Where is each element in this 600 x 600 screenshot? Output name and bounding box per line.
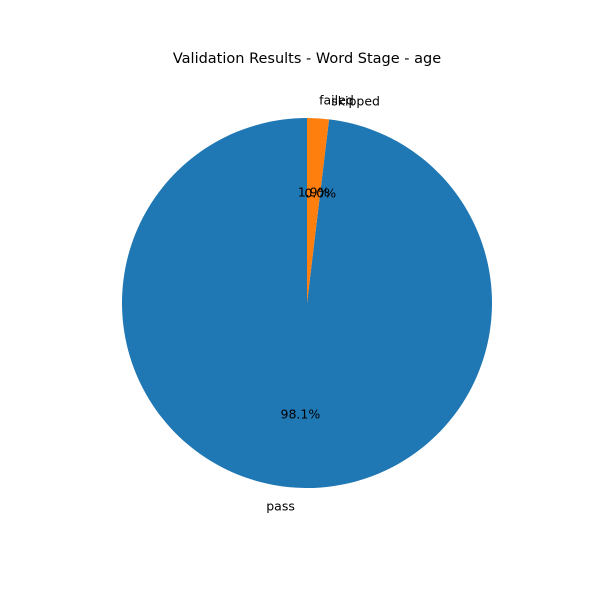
- slice-label-skipped: skipped: [331, 93, 380, 108]
- pie-labels: pass 98.1% skipped 0.0% failed 1.9%: [266, 92, 380, 513]
- slice-pct-skipped: 0.0%: [304, 185, 336, 200]
- pie-slice-pass: [121, 118, 492, 488]
- slice-pct-pass: 98.1%: [281, 406, 321, 421]
- chart-title: Validation Results - Word Stage - age: [173, 51, 441, 67]
- slice-label-pass: pass: [266, 499, 295, 514]
- slice-label-failed: failed: [319, 92, 354, 107]
- pie-slices: [121, 118, 492, 488]
- pie-slice-failed: [307, 118, 330, 303]
- slice-pct-failed: 1.9%: [298, 185, 330, 200]
